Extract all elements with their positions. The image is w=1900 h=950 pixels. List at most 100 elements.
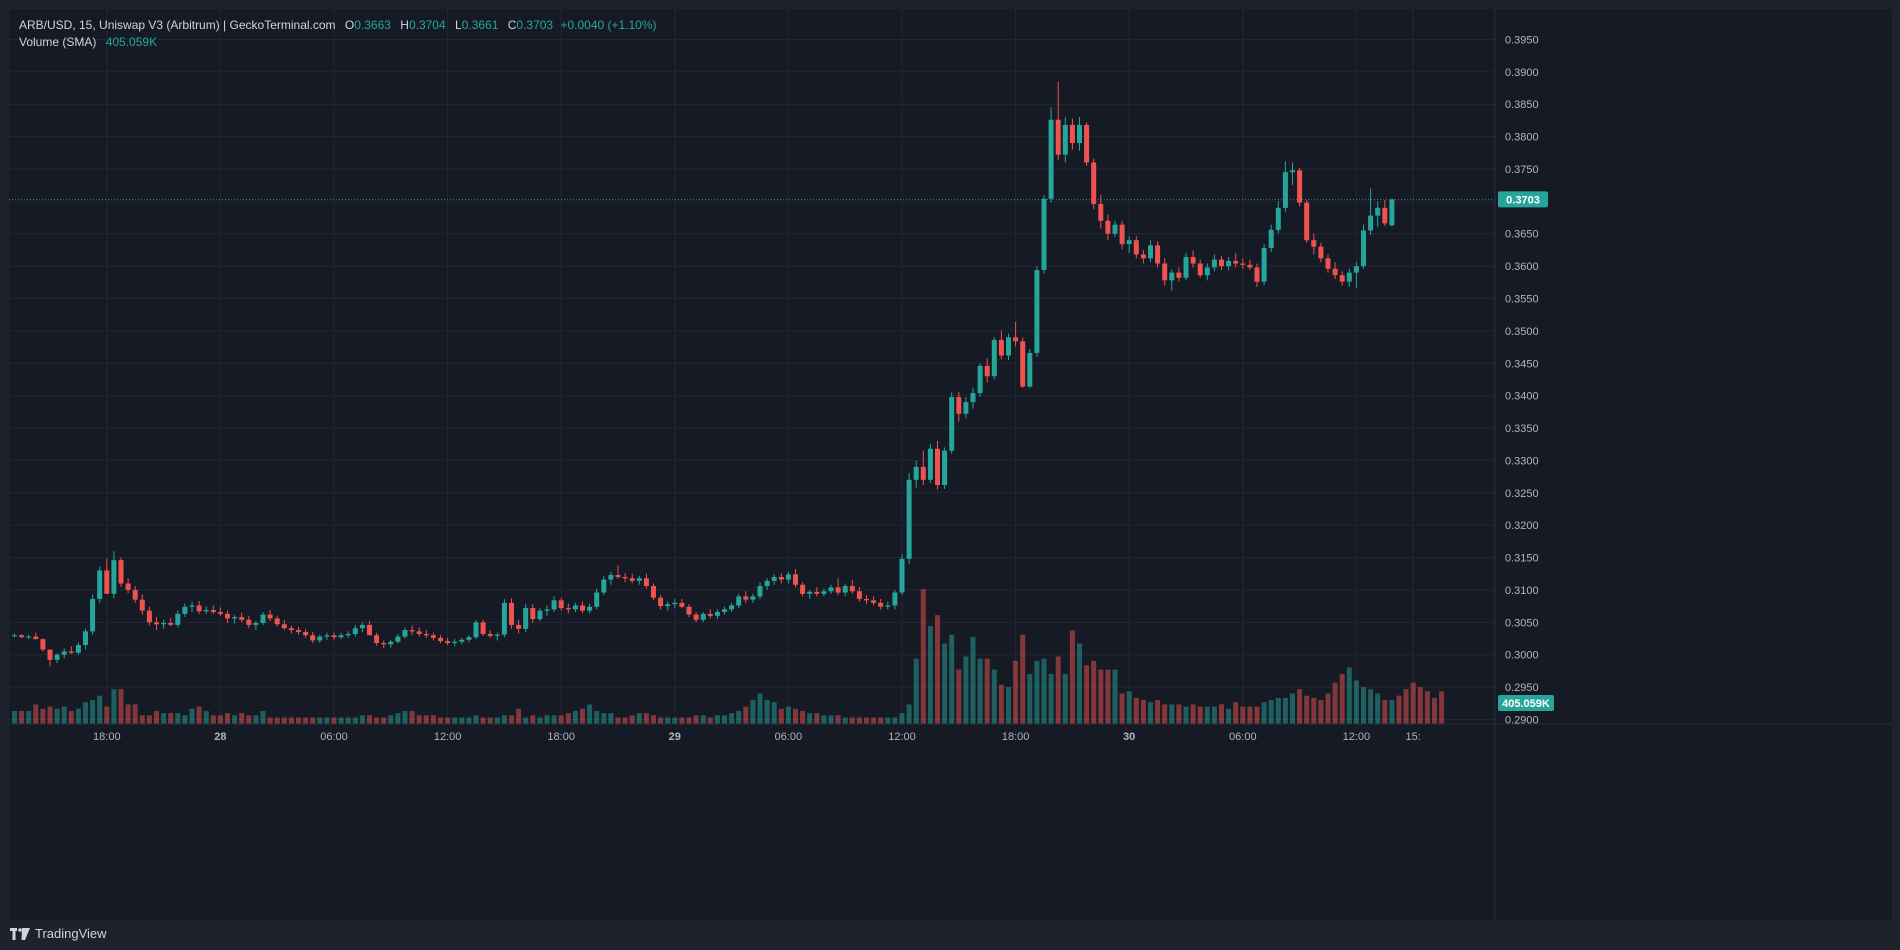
candle[interactable]	[1105, 214, 1111, 241]
candle[interactable]	[714, 609, 720, 620]
symbol-title[interactable]: ARB/USD, 15, Uniswap V3 (Arbitrum) | Gec…	[19, 18, 336, 32]
candle[interactable]	[587, 603, 593, 614]
candle[interactable]	[1020, 337, 1026, 388]
candle[interactable]	[1368, 188, 1374, 236]
candle[interactable]	[274, 615, 280, 627]
candle[interactable]	[452, 639, 458, 647]
candle[interactable]	[807, 589, 813, 600]
candle[interactable]	[1176, 267, 1182, 282]
candle[interactable]	[416, 627, 422, 637]
candle[interactable]	[785, 571, 791, 584]
candle[interactable]	[1098, 194, 1104, 229]
candle[interactable]	[686, 604, 692, 618]
candle[interactable]	[423, 630, 429, 638]
candle[interactable]	[743, 591, 749, 603]
candle[interactable]	[225, 610, 230, 623]
candle[interactable]	[1361, 224, 1366, 269]
candle[interactable]	[12, 633, 17, 638]
candle[interactable]	[487, 630, 493, 638]
candle[interactable]	[871, 596, 877, 606]
candle[interactable]	[970, 387, 976, 409]
candle[interactable]	[494, 632, 500, 641]
candle[interactable]	[1346, 268, 1352, 287]
candle[interactable]	[580, 601, 585, 614]
tradingview-logo[interactable]: TradingView	[10, 926, 107, 941]
candle[interactable]	[324, 632, 330, 640]
candle[interactable]	[920, 450, 926, 486]
candle[interactable]	[1034, 266, 1040, 357]
candle[interactable]	[1027, 349, 1033, 388]
candle[interactable]	[1126, 236, 1132, 254]
candle[interactable]	[1353, 262, 1359, 289]
candle[interactable]	[367, 621, 372, 636]
candle[interactable]	[90, 594, 96, 635]
candle[interactable]	[68, 646, 74, 655]
candle[interactable]	[83, 628, 88, 650]
candle[interactable]	[253, 621, 259, 631]
candle[interactable]	[700, 611, 706, 623]
candle[interactable]	[26, 634, 32, 640]
candle[interactable]	[409, 625, 415, 636]
candle[interactable]	[1219, 255, 1224, 271]
candle[interactable]	[310, 632, 316, 644]
candle[interactable]	[317, 634, 323, 644]
candle[interactable]	[984, 358, 990, 383]
candle[interactable]	[516, 619, 522, 634]
candle[interactable]	[523, 603, 529, 633]
candle[interactable]	[1091, 158, 1097, 210]
candle[interactable]	[189, 601, 195, 612]
candle[interactable]	[1275, 201, 1281, 234]
candle[interactable]	[1297, 167, 1303, 207]
candle[interactable]	[849, 580, 855, 594]
candle[interactable]	[622, 573, 628, 583]
candle[interactable]	[1062, 117, 1068, 163]
candle[interactable]	[906, 473, 912, 565]
candle[interactable]	[1339, 271, 1345, 286]
candle[interactable]	[679, 599, 685, 609]
candle[interactable]	[97, 566, 103, 603]
candle[interactable]	[1169, 269, 1175, 291]
candle[interactable]	[885, 601, 891, 610]
candle[interactable]	[40, 638, 46, 652]
candle[interactable]	[288, 625, 294, 634]
candle[interactable]	[1290, 162, 1295, 186]
candle[interactable]	[359, 622, 365, 633]
candle[interactable]	[338, 632, 344, 640]
candle[interactable]	[864, 595, 869, 605]
candle[interactable]	[608, 571, 614, 585]
candle[interactable]	[232, 615, 238, 624]
candle[interactable]	[651, 583, 656, 601]
candle[interactable]	[388, 639, 394, 648]
candle[interactable]	[778, 573, 784, 584]
candle[interactable]	[856, 587, 862, 602]
candle[interactable]	[1311, 233, 1317, 255]
candle[interactable]	[913, 460, 919, 488]
candle[interactable]	[636, 575, 642, 585]
candle[interactable]	[1325, 254, 1331, 273]
candle[interactable]	[381, 640, 387, 649]
candle[interactable]	[210, 605, 216, 614]
candle[interactable]	[828, 584, 834, 594]
candle[interactable]	[764, 578, 770, 590]
candle[interactable]	[530, 604, 536, 623]
candle[interactable]	[1332, 262, 1338, 280]
candle[interactable]	[601, 575, 607, 596]
candle[interactable]	[643, 573, 649, 589]
candle[interactable]	[1162, 258, 1168, 286]
candle[interactable]	[899, 554, 905, 596]
candle[interactable]	[935, 440, 940, 490]
candle[interactable]	[445, 637, 451, 645]
candle[interactable]	[821, 588, 827, 597]
candle[interactable]	[33, 632, 39, 640]
candle[interactable]	[296, 626, 301, 635]
candle[interactable]	[345, 631, 351, 638]
candle[interactable]	[168, 617, 174, 627]
candle[interactable]	[771, 574, 777, 585]
candle[interactable]	[480, 619, 486, 636]
candle[interactable]	[1211, 254, 1217, 272]
candle[interactable]	[239, 612, 245, 623]
candle[interactable]	[551, 596, 557, 612]
candle[interactable]	[565, 603, 571, 614]
chart-frame[interactable]: 0.2900 0.2950 0.3000 0.3050 0.3100 0.3150 0.32…	[9, 9, 1892, 920]
candle[interactable]	[963, 396, 969, 419]
